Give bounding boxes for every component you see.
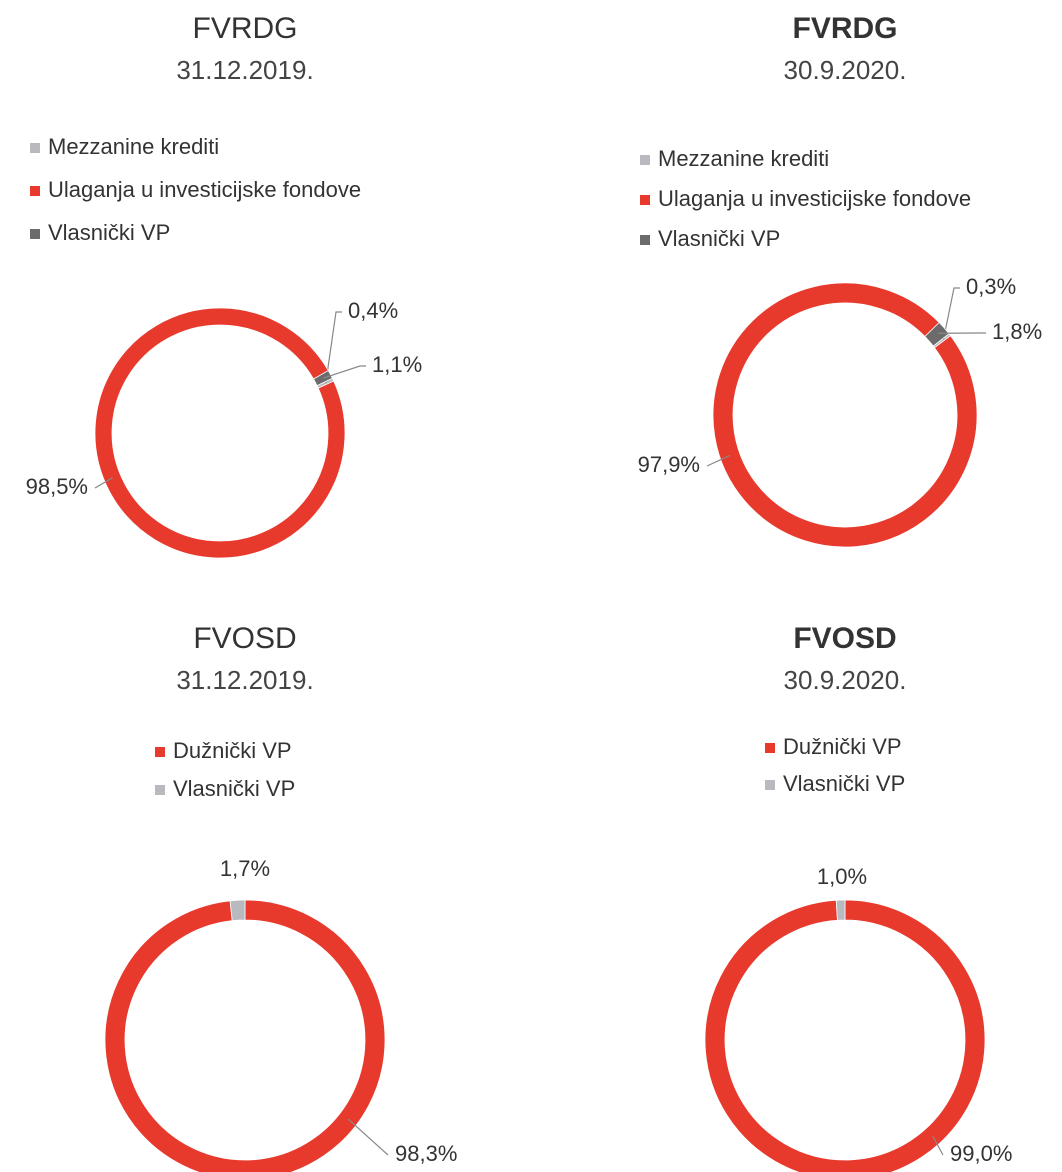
legend-swatch — [640, 155, 650, 165]
donut-slice — [835, 899, 846, 921]
legend-label: Vlasnički VP — [173, 776, 295, 801]
chart-subtitle: 30.9.2020. — [784, 55, 907, 85]
donut-slice — [924, 321, 950, 347]
donut-slice — [712, 282, 978, 548]
leader-line — [323, 365, 366, 379]
donut-chart: FVOSD 31.12.2019. Dužnički VP Vlasnički VP 9… — [104, 622, 457, 1172]
chart-title: FVRDG — [193, 12, 298, 45]
data-label: 98,5% — [26, 474, 88, 499]
chart-title: FVOSD — [193, 622, 296, 655]
leader-line — [942, 287, 960, 340]
chart-subtitle: 30.9.2020. — [784, 665, 907, 695]
chart-subtitle: 31.12.2019. — [176, 665, 313, 695]
chart-title: FVRDG — [793, 12, 898, 45]
legend-swatch — [155, 747, 165, 757]
chart-title: FVOSD — [793, 622, 896, 655]
legend-label: Dužnički VP — [173, 738, 292, 763]
data-label: 97,9% — [638, 452, 700, 477]
data-label: 1,7% — [220, 856, 270, 881]
legend-label: Mezzanine krediti — [658, 146, 829, 171]
donut-slice — [104, 899, 386, 1172]
legend-label: Ulaganja u investicijske fondove — [48, 177, 361, 202]
leader-line — [706, 454, 731, 467]
data-label: 0,3% — [966, 274, 1016, 299]
legend-swatch — [30, 186, 40, 196]
leader-line — [347, 1118, 389, 1156]
donut-chart: FVRDG 31.12.2019. Mezzanine krediti Ulaganj… — [26, 12, 422, 559]
legend-swatch — [640, 235, 650, 245]
legend-label: Ulaganja u investicijske fondove — [658, 186, 971, 211]
data-label: 1,1% — [372, 352, 422, 377]
leader-line — [932, 1135, 944, 1156]
data-label: 0,4% — [348, 298, 398, 323]
donut-slice — [313, 370, 333, 387]
legend-label: Mezzanine krediti — [48, 134, 219, 159]
donut-slice — [704, 899, 986, 1172]
data-label: 1,0% — [817, 864, 867, 889]
donut-chart: FVRDG 30.9.2020. Mezzanine krediti Ulaganja… — [638, 12, 1042, 548]
legend-swatch — [640, 195, 650, 205]
data-label: 1,8% — [992, 319, 1042, 344]
legend-swatch — [155, 785, 165, 795]
chart-subtitle: 31.12.2019. — [176, 55, 313, 85]
legend-label: Vlasnički VP — [48, 220, 170, 245]
legend-swatch — [30, 229, 40, 239]
leader-line — [94, 477, 113, 489]
legend-label: Vlasnički VP — [783, 771, 905, 796]
legend-swatch — [765, 780, 775, 790]
legend-label: Dužnički VP — [783, 734, 902, 759]
data-label: 99,0% — [950, 1141, 1012, 1166]
legend-swatch — [30, 143, 40, 153]
donut-slice — [94, 307, 346, 559]
donut-chart: FVOSD 30.9.2020. Dužnički VP Vlasnički VP 99… — [704, 622, 1012, 1172]
data-label: 98,3% — [395, 1141, 457, 1166]
leader-line — [325, 311, 342, 384]
donut-slice — [229, 899, 246, 922]
legend-swatch — [765, 743, 775, 753]
legend-label: Vlasnički VP — [658, 226, 780, 251]
